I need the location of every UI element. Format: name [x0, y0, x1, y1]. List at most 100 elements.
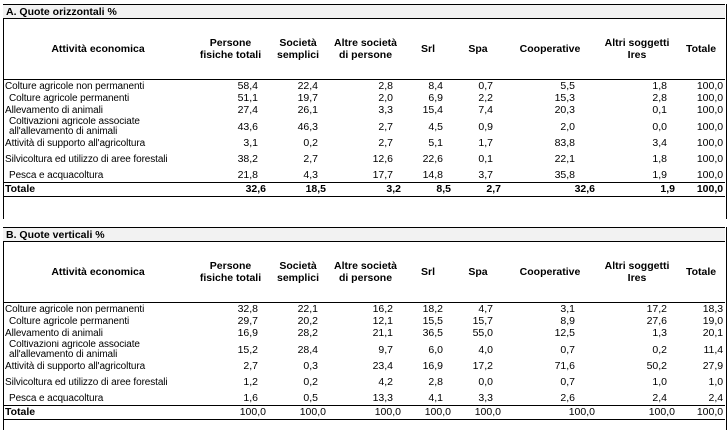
section-a-table: A. Quote orizzontali % Attività economic…	[3, 4, 726, 197]
total-label: Totale	[3, 181, 193, 197]
table-cell: 58,4	[237, 79, 258, 92]
row-label: Colture agricole permanenti	[9, 316, 130, 328]
header-persone-fisiche: Persone fisiche totali	[193, 241, 268, 303]
row-label: Colture agricole non permanenti	[5, 80, 145, 92]
section-b-title-row: B. Quote verticali %	[3, 227, 726, 242]
table-cell: 2,4	[708, 392, 724, 405]
table-row: Silvicoltura ed utilizzo di aree foresta…	[3, 373, 725, 393]
table-cell: 15,2	[237, 343, 258, 356]
table-cell: 1,7	[478, 137, 493, 149]
total-cell: 1,9	[597, 181, 677, 197]
table-cell: 1,9	[652, 169, 667, 182]
table-cell: 22,1	[297, 302, 318, 315]
row-label: Coltivazioni agricole associate all'alle…	[9, 340, 140, 361]
table-cell: 17,2	[646, 302, 667, 315]
table-cell: 21,8	[237, 169, 258, 182]
row-label: Silvicoltura ed utilizzo di aree foresta…	[5, 153, 168, 165]
section-a-total-row: Totale 32,6 18,5 3,2 8,5 2,7 32,6 1,9 10…	[3, 181, 726, 197]
section-a-title-row: A. Quote orizzontali %	[3, 4, 726, 19]
section-b-table: B. Quote verticali % Attività economica …	[3, 227, 726, 420]
table-cell: 23,4	[372, 360, 393, 372]
section-a-title: A. Quote orizzontali %	[3, 4, 726, 19]
table-row: Attività di supporto all'agricoltura 3,1 0…	[3, 137, 725, 149]
header-societa-semplici: Società semplici	[268, 18, 328, 80]
table-cell: 2,6	[560, 392, 575, 405]
table-cell: 1,6	[243, 392, 258, 405]
total-cell: 100,0	[503, 404, 597, 420]
table-cell: 20,2	[297, 315, 318, 328]
table-cell: 0,0	[652, 120, 667, 133]
total-cell: 100,0	[328, 404, 403, 420]
total-cell: 32,6	[193, 181, 268, 197]
table-cell: 6,0	[428, 343, 443, 356]
table-cell: 2,0	[560, 120, 575, 133]
table-cell: 100,0	[696, 120, 724, 133]
table-cell: 19,7	[297, 92, 318, 105]
total-cell: 100,0	[403, 404, 453, 420]
total-cell: 100,0	[677, 181, 726, 197]
section-a-header-row: Attività economica Persone fisiche total…	[3, 18, 726, 80]
table-cell: 4,1	[428, 392, 443, 405]
table-cell: 19,0	[702, 315, 724, 328]
total-cell: 3,2	[328, 181, 403, 197]
row-label: Attività di supporto all'agricoltura	[5, 360, 146, 372]
table-cell: 18,3	[702, 302, 724, 315]
header-altri-soggetti: Altri soggetti Ires	[597, 18, 677, 80]
total-label: Totale	[3, 404, 193, 420]
table-row: Silvicoltura ed utilizzo di aree foresta…	[3, 150, 725, 170]
table-cell: 0,7	[560, 343, 575, 356]
table-cell: 51,1	[237, 92, 258, 105]
table-cell: 18,2	[422, 302, 443, 315]
table-cell: 4,7	[478, 302, 493, 315]
table-cell: 1,0	[652, 376, 667, 389]
table-cell: 2,8	[378, 79, 393, 92]
table-cell: 22,6	[422, 153, 443, 166]
table-cell: 8,9	[560, 315, 575, 328]
table-row: Pesca e acquacoltura 1,6 0,5 13,3 4,1 3,3 2,6 2…	[3, 393, 725, 406]
table-cell: 2,8	[652, 92, 667, 105]
table-row: Allevamento di animali 16,9 28,2 21,1 36,5 55…	[3, 328, 725, 340]
table-cell: 29,7	[237, 315, 258, 328]
table-cell: 2,4	[652, 392, 667, 405]
table-row: Coltivazioni agricole associate all'alle…	[3, 117, 725, 137]
table-row: Colture agricole permanenti 29,7 20,2 12,1 1…	[3, 315, 725, 327]
table-cell: 3,3	[378, 104, 393, 117]
table-cell: 20,1	[702, 327, 724, 340]
table-cell: 100,0	[696, 104, 724, 117]
table-cell: 5,1	[428, 137, 443, 149]
table-cell: 6,9	[428, 92, 443, 105]
table-cell: 100,0	[696, 169, 724, 182]
table-cell: 28,2	[297, 327, 318, 340]
table-cell: 1,8	[652, 153, 667, 166]
total-cell: 18,5	[268, 181, 328, 197]
table-cell: 0,2	[303, 137, 318, 149]
table-cell: 13,3	[372, 392, 393, 405]
table-row: Colture agricole permanenti 51,1 19,7 2,0 6,…	[3, 92, 725, 104]
table-cell: 2,8	[428, 376, 443, 389]
table-cell: 2,0	[378, 92, 393, 105]
row-label: Pesca e acquacoltura	[9, 393, 104, 405]
table-cell: 14,8	[422, 169, 443, 182]
table-cell: 16,9	[237, 327, 258, 340]
table-cell: 50,2	[646, 360, 667, 372]
table-row: Allevamento di animali 27,4 26,1 3,3 15,4 7,4…	[3, 105, 725, 117]
header-attivita: Attività economica	[3, 18, 193, 80]
row-label: Attività di supporto all'agricoltura	[5, 137, 146, 149]
row-label: Colture agricole non permanenti	[5, 303, 145, 315]
section-b-body: Colture agricole non permanenti 32,8 22,1 1…	[3, 303, 725, 406]
table-cell: 15,5	[422, 315, 443, 328]
table-cell: 26,1	[297, 104, 318, 117]
table-cell: 2,7	[243, 360, 258, 372]
section-a-body: Colture agricole non permanenti 58,4 22,4 2…	[3, 80, 725, 183]
table-cell: 15,7	[472, 315, 493, 328]
table-cell: 16,9	[422, 360, 443, 372]
table-cell: 0,0	[478, 376, 493, 389]
header-altri-soggetti: Altri soggetti Ires	[597, 241, 677, 303]
table-cell: 17,7	[372, 169, 393, 182]
header-altre-societa: Altre società di persone	[328, 241, 403, 303]
table-cell: 15,3	[554, 92, 575, 105]
table-cell: 12,5	[554, 327, 575, 340]
table-cell: 21,1	[372, 327, 393, 340]
table-cell: 55,0	[472, 327, 493, 340]
table-row: Attività di supporto all'agricoltura 2,7 0…	[3, 360, 725, 372]
